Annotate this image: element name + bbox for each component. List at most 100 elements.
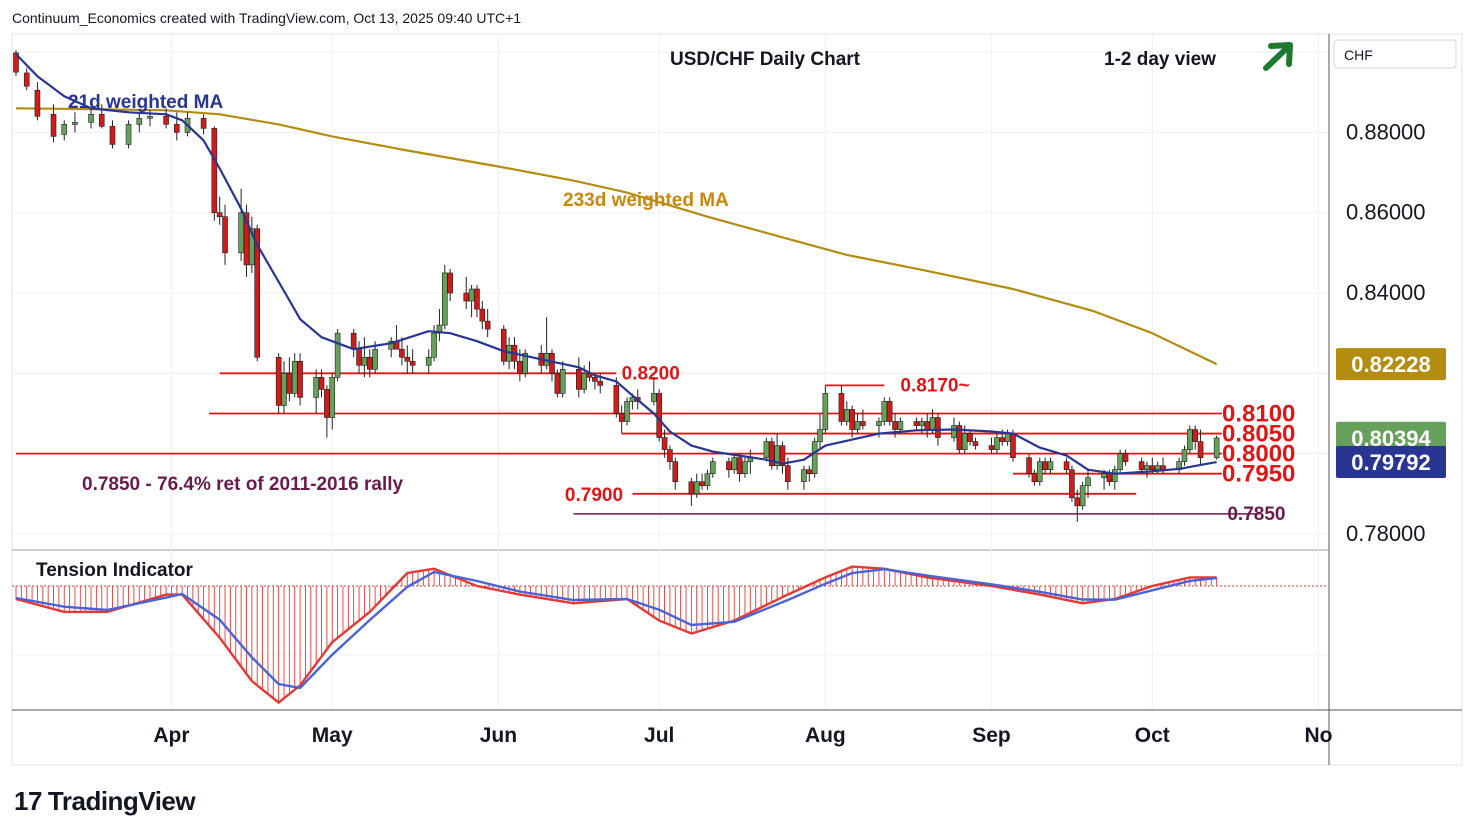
candle-down	[575, 369, 582, 390]
candle-up	[425, 356, 432, 366]
candle-down	[726, 461, 732, 470]
candle-down	[672, 461, 679, 483]
candle-down	[297, 360, 303, 398]
candle-down	[892, 421, 898, 430]
level-label: 0.8050	[1222, 421, 1295, 448]
candle-up	[281, 373, 287, 406]
view-label: 1-2 day view	[1104, 49, 1216, 70]
candle-down	[956, 425, 963, 450]
candle-down	[243, 212, 250, 266]
candle-up	[1036, 461, 1043, 483]
candle-up	[876, 421, 882, 426]
x-tick-label: Aug	[805, 724, 846, 747]
candles	[13, 50, 1220, 522]
candle-up	[136, 118, 143, 125]
price-badge-label: 0.79792	[1351, 450, 1431, 475]
x-tick-label: Apr	[153, 724, 189, 747]
y-tick-label: 0.84000	[1346, 280, 1426, 305]
x-tick-label: No	[1304, 724, 1332, 747]
candle-down	[23, 72, 30, 87]
candle-up	[313, 377, 319, 398]
candle-up	[581, 373, 587, 390]
candle-down	[275, 356, 282, 406]
candle-down	[479, 308, 486, 322]
currency-box[interactable]	[1333, 39, 1457, 69]
candle-down	[597, 381, 604, 386]
candle-up	[334, 332, 341, 378]
candle-up	[854, 421, 861, 430]
level-label: 0.8100	[1222, 400, 1295, 427]
candle-down	[549, 352, 555, 374]
candle-up	[1004, 433, 1011, 442]
candle-up	[1112, 469, 1118, 483]
candle-down	[318, 377, 325, 390]
candle-up	[61, 124, 68, 135]
level-label: 0.7850	[1227, 504, 1285, 525]
candle-down	[517, 360, 523, 374]
candle-up	[372, 348, 378, 370]
candle-down	[554, 373, 561, 394]
candle-down	[1031, 473, 1038, 483]
candle-up	[147, 116, 153, 119]
candle-down	[860, 421, 866, 426]
candle-up	[929, 417, 936, 430]
candle-up	[522, 352, 529, 374]
candle-up	[441, 272, 448, 326]
x-tick-label: Sep	[972, 724, 1011, 747]
candle-up	[1079, 485, 1086, 507]
candle-down	[1063, 461, 1070, 470]
candle-up	[961, 433, 968, 450]
y-tick-label: 0.78000	[1346, 521, 1426, 546]
candle-down	[736, 457, 743, 475]
ma233-line	[15, 107, 1218, 366]
candle-up	[731, 457, 738, 470]
price-badge	[1336, 348, 1446, 381]
candle-down	[1042, 461, 1048, 470]
candle-up	[709, 461, 716, 475]
candle-down	[409, 360, 416, 366]
candle-down	[1026, 457, 1032, 475]
candle-down	[404, 356, 411, 362]
ma233-label: 233d weighted MA	[563, 190, 729, 211]
candle-up	[1213, 437, 1220, 458]
x-tick-label: Oct	[1135, 724, 1170, 747]
candle-down	[350, 332, 357, 350]
price-badge	[1336, 445, 1446, 478]
candle-down	[1106, 473, 1113, 483]
candle-up	[651, 393, 657, 402]
candle-up	[742, 461, 748, 475]
candle-down	[174, 124, 180, 133]
candle-down	[838, 393, 845, 422]
candle-up	[704, 473, 711, 487]
candle-up	[1047, 461, 1054, 470]
candle-down	[785, 465, 791, 483]
chart-title: USD/CHF Daily Chart	[670, 49, 861, 70]
x-tick-label: Jun	[480, 724, 517, 747]
tension-indicator-label: Tension Indicator	[36, 560, 194, 581]
candle-up	[774, 445, 780, 466]
level-label: 0.8200	[622, 363, 680, 384]
candle-down	[286, 373, 293, 394]
candle-down	[13, 52, 19, 73]
candle-down	[366, 356, 373, 370]
candle-down	[999, 437, 1006, 442]
candle-down	[98, 114, 105, 127]
candle-up	[994, 437, 1000, 450]
tradingview-logo[interactable]: 17 TradingView	[14, 786, 196, 817]
ma21-line	[15, 53, 1217, 475]
candle-down	[109, 126, 116, 145]
candle-up	[881, 401, 888, 422]
candle-down	[447, 272, 453, 294]
tension-fast-line	[15, 565, 1217, 705]
candle-down	[886, 401, 893, 422]
candle-down	[500, 328, 507, 362]
level-label: 0.7950	[1222, 461, 1295, 488]
candle-down	[699, 481, 705, 487]
candle-up	[125, 124, 132, 145]
up-right-arrow-icon	[1263, 42, 1293, 71]
candle-down	[849, 409, 855, 430]
candle-down	[356, 348, 362, 366]
